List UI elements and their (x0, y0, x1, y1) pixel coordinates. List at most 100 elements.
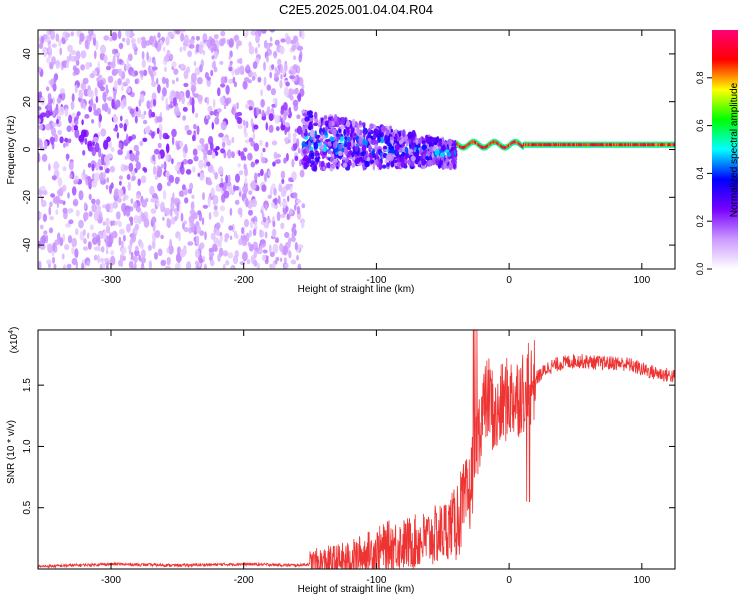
heatmap-cell (167, 31, 174, 37)
heatmap-cell (82, 229, 86, 236)
heatmap-cell (220, 30, 226, 37)
heatmap-cell (110, 61, 116, 69)
heatmap-cell (186, 129, 192, 136)
heatmap-cell (75, 59, 80, 66)
heatmap-cell (51, 175, 57, 181)
heatmap-cell (117, 30, 122, 40)
heatmap-cell (160, 201, 165, 212)
heatmap-cell (514, 140, 517, 144)
heatmap-cell (476, 141, 479, 145)
heatmap-cell (271, 64, 275, 70)
heatmap-cell (404, 146, 409, 153)
heatmap-cell (405, 139, 409, 147)
heatmap-cell (67, 235, 73, 244)
heatmap-cell (292, 99, 299, 107)
heatmap-cell (280, 222, 285, 230)
chart-title: C2E5.2025.001.04.04.R04 (279, 2, 433, 17)
heatmap-cell (669, 143, 672, 147)
heatmap-cell (227, 174, 231, 183)
heatmap-cell (232, 76, 236, 84)
heatmap-cell (292, 192, 298, 199)
heatmap-cell (105, 225, 111, 234)
heatmap-cell (53, 161, 59, 171)
heatmap-cell (209, 142, 214, 151)
heatmap-cell (250, 180, 257, 191)
heatmap-cell (490, 141, 492, 145)
heatmap-cell (381, 164, 387, 169)
heatmap-cell (40, 112, 47, 118)
heatmap-cell (148, 108, 153, 119)
heatmap-cell (40, 36, 45, 45)
heatmap-cell (298, 53, 302, 63)
heatmap-cell (245, 30, 249, 36)
heatmap-cell (297, 92, 302, 102)
heatmap-cell (183, 227, 189, 233)
heatmap-cell (166, 247, 170, 254)
heatmap-cell (176, 111, 181, 116)
heatmap-cell (51, 127, 56, 137)
heatmap-cell (68, 219, 74, 225)
heatmap-cell (446, 152, 452, 157)
heatmap-cell (282, 116, 286, 126)
heatmap-cell (89, 73, 95, 79)
heatmap-cell (277, 64, 281, 70)
heatmap-cell (143, 69, 148, 77)
heatmap-cell (581, 143, 584, 147)
heatmap-cell (65, 32, 71, 38)
heatmap-cell (379, 152, 383, 158)
heatmap-cell (195, 35, 200, 41)
heatmap-cell (107, 241, 113, 248)
heatmap-cell (322, 166, 326, 171)
heatmap-cell (322, 134, 326, 140)
heatmap-cell (466, 143, 469, 147)
heatmap-cell (553, 143, 556, 147)
heatmap-cell (148, 260, 152, 269)
heatmap-cell (168, 104, 174, 109)
heatmap-cell (292, 88, 299, 95)
heatmap-cell (219, 205, 226, 212)
heatmap-cell (169, 54, 174, 60)
heatmap-cell (44, 140, 48, 150)
heatmap-cell (125, 78, 130, 85)
heatmap-cell (293, 228, 297, 237)
heatmap-cell (176, 143, 180, 151)
heatmap-cell (94, 172, 100, 182)
heatmap-cell (379, 137, 385, 144)
heatmap-cell (297, 263, 302, 269)
heatmap-cell (49, 201, 53, 208)
heatmap-cell (91, 203, 97, 213)
heatmap-cell (220, 76, 226, 84)
heatmap-cell (80, 82, 85, 90)
heatmap-cell (111, 31, 118, 41)
heatmap-cell (214, 171, 219, 180)
heatmap-cell (288, 250, 292, 259)
heatmap-cell (498, 143, 501, 147)
heatmap-cell (332, 128, 337, 136)
heatmap-cell (80, 64, 85, 71)
heatmap-cell (105, 217, 110, 227)
heatmap-cell (86, 260, 91, 267)
heatmap-cell (280, 170, 286, 180)
heatmap-cell (87, 175, 91, 186)
snr-series-line (38, 330, 675, 569)
heatmap-cell (38, 66, 42, 72)
heatmap-cell (185, 169, 192, 175)
heatmap-cell (277, 58, 282, 66)
heatmap-cell (136, 37, 142, 44)
heatmap-cell (191, 104, 195, 114)
heatmap-cell (103, 102, 109, 113)
heatmap-cell (48, 163, 51, 171)
heatmap-cell (344, 136, 348, 140)
heatmap-cell (242, 251, 248, 262)
heatmap-cell (402, 129, 406, 138)
heatmap-cell (241, 227, 244, 235)
heatmap-cell (71, 124, 74, 133)
heatmap-cell (106, 265, 109, 269)
heatmap-cell (531, 143, 534, 147)
heatmap-cell (238, 187, 241, 193)
heatmap-cell (95, 198, 101, 206)
heatmap-cell (88, 211, 93, 217)
heatmap-cell (469, 141, 472, 145)
heatmap-cell (71, 93, 75, 102)
heatmap-cell (497, 142, 500, 146)
